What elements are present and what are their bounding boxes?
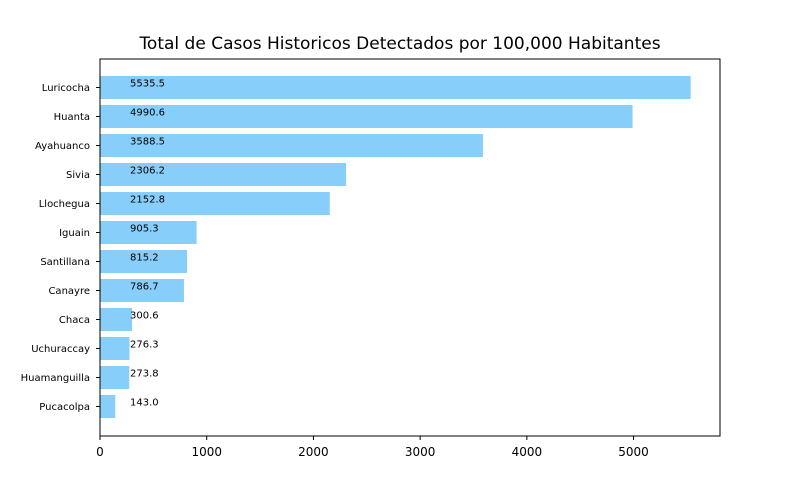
bar-llochegua bbox=[100, 192, 330, 215]
x-tick-label: 0 bbox=[96, 445, 104, 459]
bar-canayre bbox=[100, 279, 184, 302]
y-tick-label: Santillana bbox=[40, 257, 90, 268]
bar-huanta bbox=[100, 105, 633, 128]
bar-sivia bbox=[100, 163, 347, 186]
value-label: 786.7 bbox=[130, 282, 159, 293]
bar-pucacolpa bbox=[100, 395, 116, 418]
y-tick-label: Llochegua bbox=[39, 199, 90, 210]
y-tick-label: Huanta bbox=[54, 112, 90, 123]
bar-ayahuanco bbox=[100, 134, 483, 157]
y-tick-label: Pucacolpa bbox=[39, 402, 90, 413]
y-tick-label: Canayre bbox=[48, 286, 90, 297]
y-axis: Luricocha Huanta Ayahuanco Sivia Llochegua Ig… bbox=[21, 83, 100, 413]
y-tick-label: Chaca bbox=[59, 315, 90, 326]
value-label: 143.0 bbox=[130, 398, 159, 409]
value-label: 815.2 bbox=[130, 253, 159, 264]
y-tick-label: Iguain bbox=[59, 228, 90, 239]
bar-luricocha bbox=[100, 76, 691, 99]
x-tick-label: 1000 bbox=[191, 445, 222, 459]
y-tick-label: Luricocha bbox=[42, 83, 90, 94]
value-label: 3588.5 bbox=[130, 137, 165, 148]
y-tick-label: Huamanguilla bbox=[21, 373, 90, 384]
y-tick-label: Uchuraccay bbox=[31, 344, 90, 355]
value-label: 273.8 bbox=[130, 369, 159, 380]
value-labels-group: 5535.5 4990.6 3588.5 2306.2 2152.8 905.3 815.2… bbox=[130, 79, 165, 409]
x-tick-label: 5000 bbox=[618, 445, 649, 459]
value-label: 4990.6 bbox=[130, 108, 165, 119]
x-axis: 0 1000 2000 3000 4000 5000 bbox=[96, 436, 649, 459]
bar-iguain bbox=[100, 221, 197, 244]
bars-group bbox=[100, 76, 691, 418]
plot-frame bbox=[99, 58, 721, 437]
value-label: 2306.2 bbox=[130, 166, 165, 177]
y-tick-label: Ayahuanco bbox=[35, 141, 90, 152]
x-tick-label: 3000 bbox=[405, 445, 436, 459]
value-label: 905.3 bbox=[130, 224, 159, 235]
bar-santillana bbox=[100, 250, 187, 273]
bar-huamanguilla bbox=[100, 366, 130, 389]
x-tick-label: 4000 bbox=[512, 445, 543, 459]
x-tick-label: 2000 bbox=[298, 445, 329, 459]
value-label: 5535.5 bbox=[130, 79, 165, 90]
value-label: 2152.8 bbox=[130, 195, 165, 206]
bar-chaca bbox=[100, 308, 133, 331]
bar-uchuraccay bbox=[100, 337, 130, 360]
value-label: 300.6 bbox=[130, 311, 159, 322]
chart-title: Total de Casos Historicos Detectados por… bbox=[138, 34, 660, 54]
y-tick-label: Sivia bbox=[66, 170, 90, 181]
value-label: 276.3 bbox=[130, 340, 159, 351]
